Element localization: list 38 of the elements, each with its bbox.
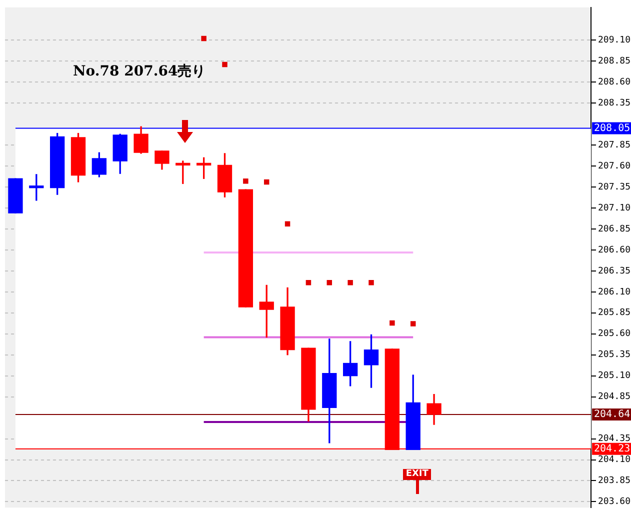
point (326, 280, 332, 286)
exit-sign: EXIT (405, 469, 430, 494)
y-tick-label: 208.85 (598, 56, 631, 66)
point (201, 36, 206, 42)
point (390, 320, 395, 326)
y-tick-label: 206.35 (598, 266, 631, 276)
y-tick-label: 208.35 (598, 98, 631, 108)
y-tick-label: 205.10 (598, 371, 631, 382)
y-tick-label: 207.85 (598, 140, 631, 150)
point (410, 321, 416, 326)
y-tick-label: 203.85 (598, 476, 631, 486)
y-tick-label: 205.35 (598, 350, 631, 360)
ref-line-label: 208.05 (594, 122, 630, 134)
y-tick-label: 205.60 (598, 329, 631, 340)
ref-line-label: 204.64 (594, 409, 630, 420)
point (368, 280, 374, 286)
y-tick-label: 207.35 (598, 182, 631, 192)
point (243, 178, 248, 184)
annotation: EXIT (402, 469, 432, 480)
ref-line-label: 204.23 (594, 443, 630, 454)
y-tick-label: 207.60 (598, 161, 631, 172)
y-tick-label: 204.85 (598, 392, 631, 402)
annotation: No.78 207.64売り (73, 64, 206, 80)
y-tick-label: 206.10 (598, 287, 631, 298)
y-tick-label: 206.85 (598, 224, 631, 234)
y-tick-label: 209.10 (598, 35, 631, 46)
point (348, 280, 353, 286)
y-tick-label: 204.10 (598, 455, 631, 466)
y-tick-label: 204.35 (598, 434, 631, 444)
point (284, 221, 290, 227)
y-tick-label: 203.60 (598, 497, 631, 508)
point (306, 280, 312, 286)
y-tick-label: 205.85 (598, 308, 631, 318)
point (222, 62, 228, 68)
y-tick-label: 208.60 (598, 77, 631, 88)
y-tick-label: 206.60 (598, 245, 631, 256)
y-tick-label: 207.10 (598, 203, 631, 214)
point (264, 179, 270, 185)
